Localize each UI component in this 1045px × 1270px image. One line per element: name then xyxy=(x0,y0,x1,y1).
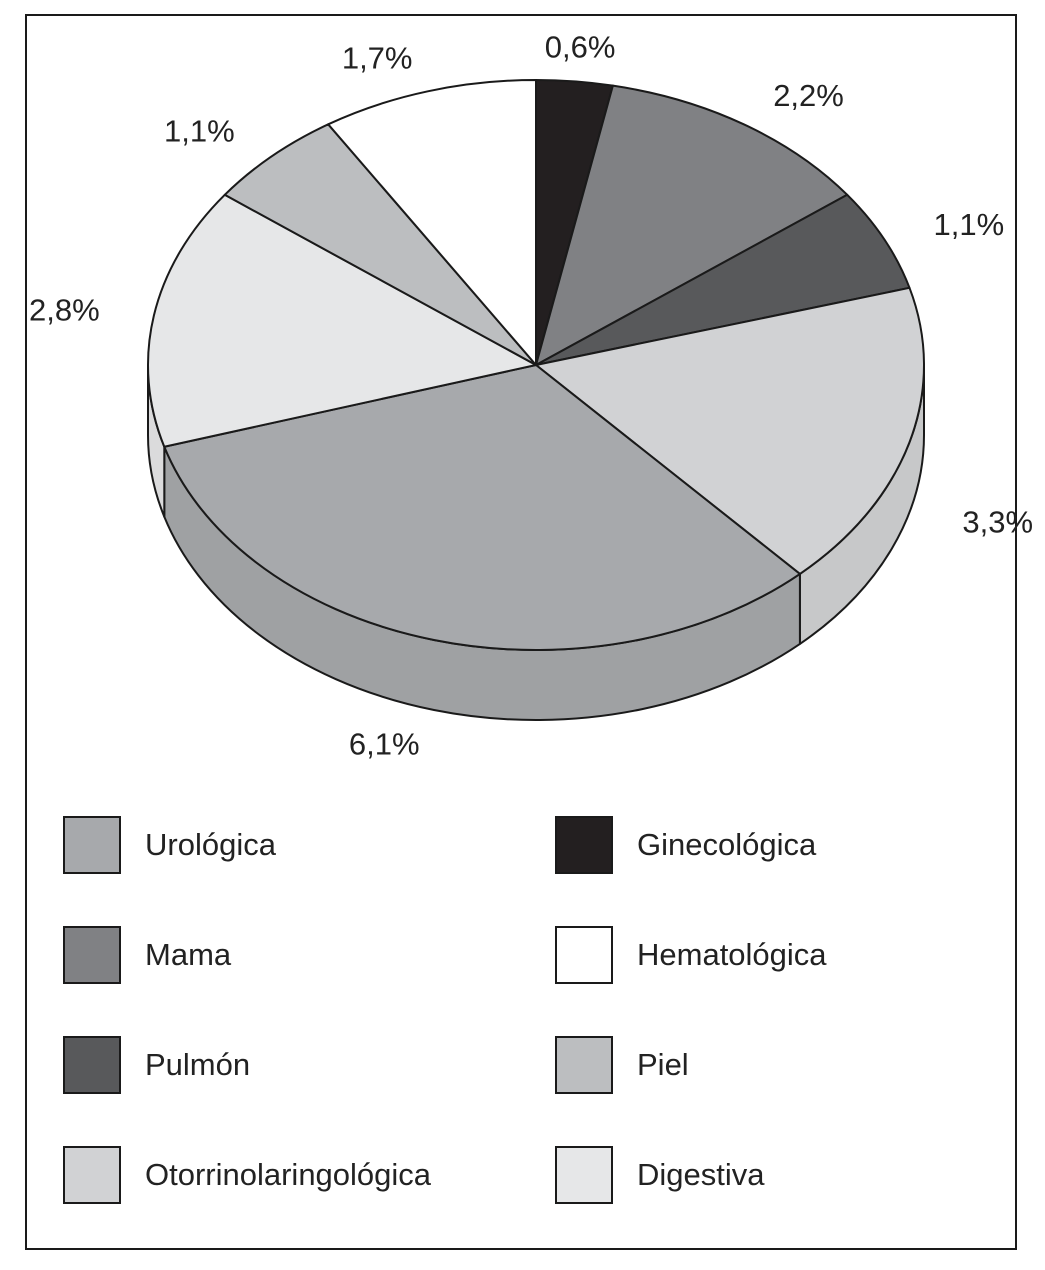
pie-slice-pulmón xyxy=(535,193,911,366)
legend-item-urologica: Urológica xyxy=(63,815,276,875)
legend-label: Mama xyxy=(145,937,232,972)
legend-swatch xyxy=(555,1036,613,1094)
legend-swatch xyxy=(63,1036,121,1094)
legend-item-ginecologica: Ginecológica xyxy=(555,815,816,875)
legend-label: Otorrinolaringológica xyxy=(145,1157,432,1192)
data-label-digestiva: 2,8% xyxy=(29,292,100,327)
pie-data-labels: 0,6% 2,2% 1,1% 3,3% 6,1% 2,8% 1,1% 1,7% xyxy=(29,30,1033,762)
pie-slice-hematológica xyxy=(327,79,537,366)
chart-frame xyxy=(25,14,1017,1250)
legend-item-hematologica: Hematológica xyxy=(555,925,827,985)
data-label-ginecológica: 0,6% xyxy=(545,30,616,65)
pie-slice-otorrinolaringológica xyxy=(535,286,925,575)
legend-swatch xyxy=(63,1146,121,1204)
legend-label: Pulmón xyxy=(145,1047,251,1082)
data-label-urológica: 6,1% xyxy=(349,727,420,762)
data-label-hematológica: 1,7% xyxy=(342,41,413,76)
legend-swatch xyxy=(63,926,121,984)
legend-label: Digestiva xyxy=(637,1157,765,1192)
pie-top-face xyxy=(147,79,925,651)
legend-label: Piel xyxy=(637,1047,689,1082)
legend-swatch xyxy=(63,816,121,874)
legend-label: Ginecológica xyxy=(637,827,817,862)
pie-slice-urológica xyxy=(163,364,801,651)
data-label-piel: 1,1% xyxy=(164,113,235,148)
data-label-pulmón: 1,1% xyxy=(934,207,1005,242)
legend-label: Urológica xyxy=(145,827,276,862)
data-label-mama: 2,2% xyxy=(773,78,844,113)
legend-label: Hematológica xyxy=(637,937,827,972)
legend-item-piel: Piel xyxy=(555,1035,689,1095)
legend-swatch xyxy=(555,926,613,984)
legend-item-otorrinolaringologica: Otorrinolaringológica xyxy=(63,1145,431,1205)
pie-slice-mama xyxy=(535,84,849,366)
legend-swatch xyxy=(555,816,613,874)
pie-slice-piel xyxy=(223,123,537,366)
data-label-otorrinolaringológica: 3,3% xyxy=(962,505,1033,540)
legend-item-digestiva: Digestiva xyxy=(555,1145,765,1205)
legend-swatch xyxy=(555,1146,613,1204)
legend-item-mama: Mama xyxy=(63,925,231,985)
legend-item-pulmon: Pulmón xyxy=(63,1035,250,1095)
pie-slice-digestiva xyxy=(147,193,537,448)
